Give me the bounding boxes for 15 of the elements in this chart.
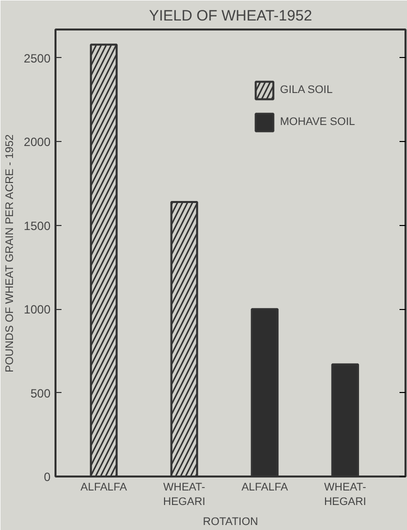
x-tick-label: WHEAT- HEGARI: [163, 482, 206, 508]
legend-label: MOHAVE SOIL: [280, 116, 355, 128]
chart-title: YIELD OF WHEAT-1952: [148, 8, 312, 24]
y-tick-label: 2500: [24, 51, 51, 66]
x-tick-label: WHEAT- HEGARI: [324, 482, 366, 508]
y-tick-label: 2000: [24, 135, 51, 150]
y-tick-label: 500: [30, 386, 51, 400]
legend-label: GILA SOIL: [280, 84, 333, 96]
y-tick-label: 1000: [24, 302, 51, 317]
x-tick-label: ALFALFA: [80, 482, 128, 494]
y-tick-label: 1500: [24, 218, 51, 233]
y-axis-title: POUNDS OF WHEAT GRAIN PER ACRE - 1952: [4, 134, 16, 372]
x-tick-label: ALFALFA: [241, 482, 289, 494]
x-axis-title: ROTATION: [202, 516, 258, 528]
y-tick-label: 0: [44, 470, 51, 484]
